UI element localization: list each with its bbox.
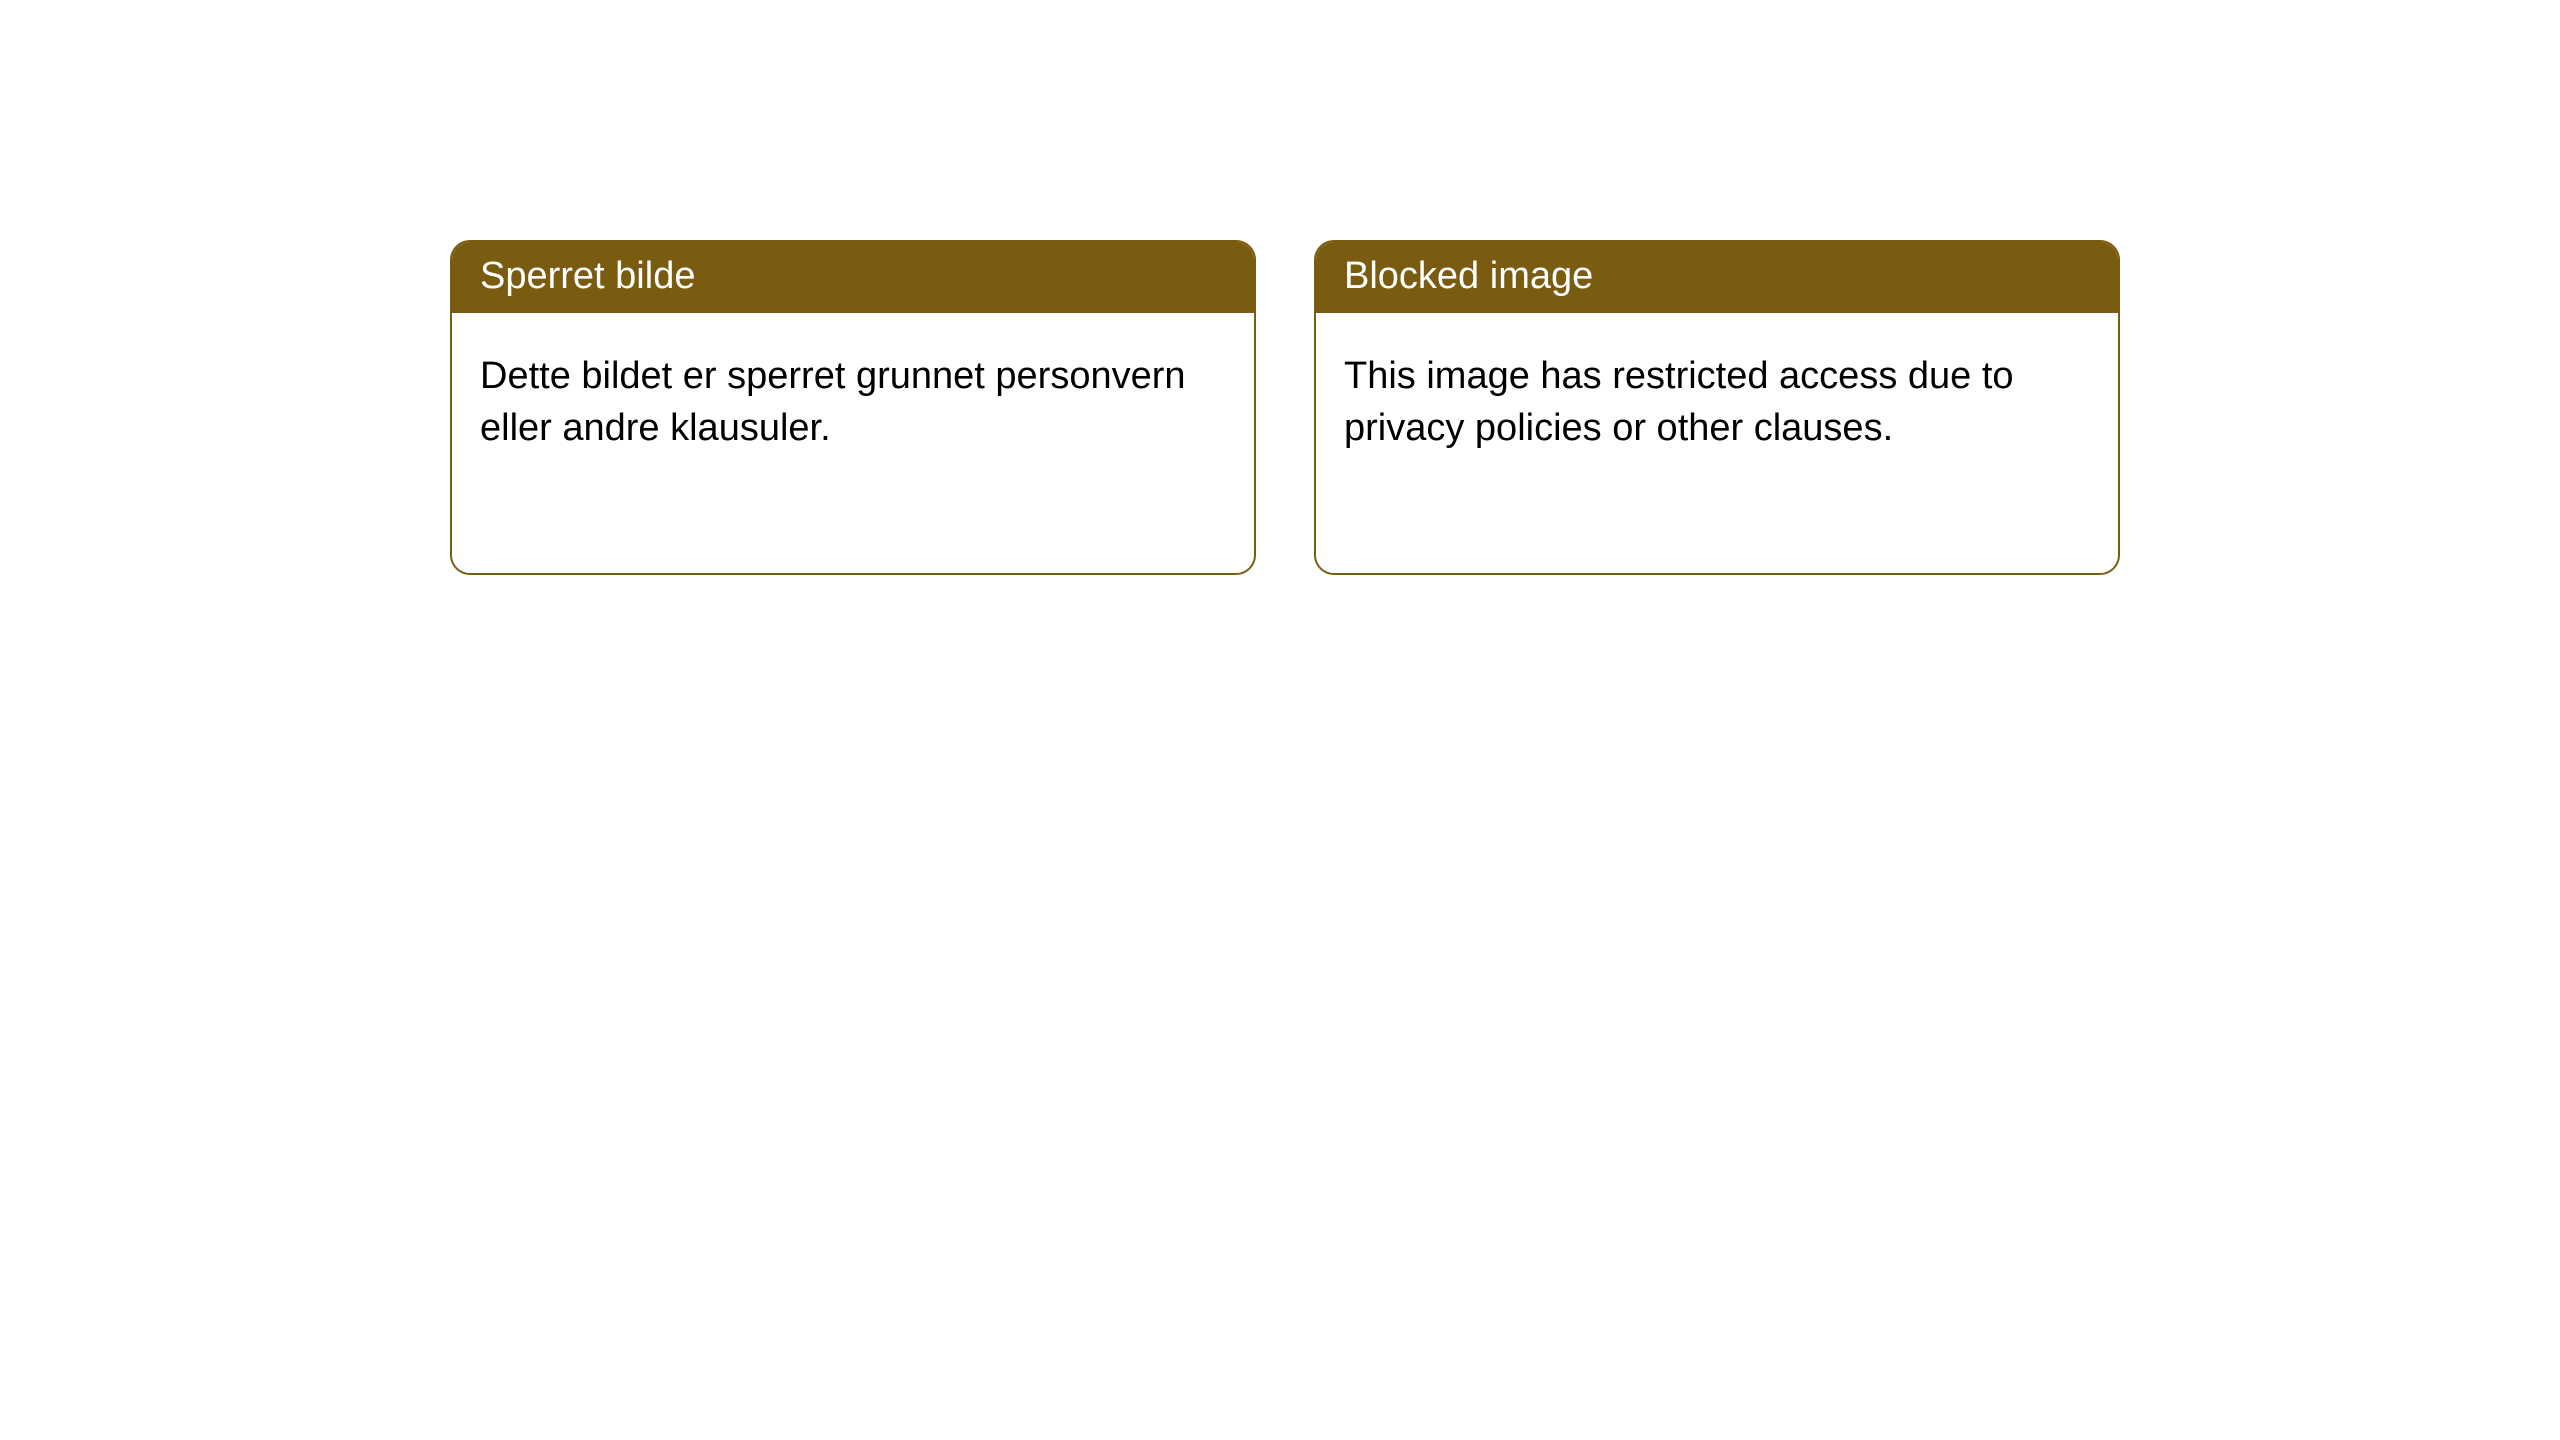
notice-card-norwegian: Sperret bilde Dette bildet er sperret gr… [450, 240, 1256, 575]
card-text: Dette bildet er sperret grunnet personve… [480, 355, 1186, 448]
card-text: This image has restricted access due to … [1344, 355, 2014, 448]
notice-container: Sperret bilde Dette bildet er sperret gr… [0, 0, 2560, 575]
card-body: Dette bildet er sperret grunnet personve… [452, 313, 1254, 492]
card-header: Sperret bilde [452, 242, 1254, 313]
card-body: This image has restricted access due to … [1316, 313, 2118, 492]
card-header: Blocked image [1316, 242, 2118, 313]
notice-card-english: Blocked image This image has restricted … [1314, 240, 2120, 575]
card-title: Sperret bilde [480, 255, 695, 297]
card-title: Blocked image [1344, 255, 1593, 297]
